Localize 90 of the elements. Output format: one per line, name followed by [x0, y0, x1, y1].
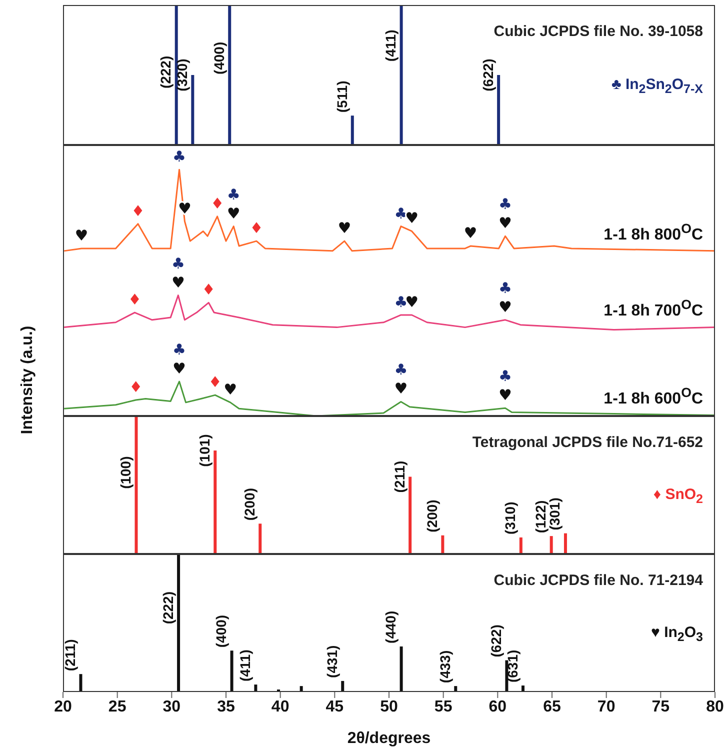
- series-label: 1-1 8h 800$^{O}$C: [604, 220, 703, 244]
- annotation: ♥: [224, 380, 238, 398]
- annotation: ♥: [74, 226, 88, 244]
- annotation: ♦: [208, 373, 222, 392]
- bar: [258, 524, 262, 554]
- annotation: ♦: [131, 202, 145, 220]
- annotation: (122): [532, 500, 549, 534]
- annotation: ♣: [226, 185, 240, 204]
- annotation: (411): [382, 30, 399, 62]
- annotation: ♥: [172, 360, 186, 378]
- x-tick-label: 40: [271, 698, 290, 716]
- annotation: ♥: [498, 386, 512, 404]
- annotation: ♣: [172, 148, 186, 166]
- bar: [230, 650, 234, 692]
- x-tick-label: 80: [706, 698, 724, 716]
- annotation: ♣: [498, 195, 512, 214]
- x-axis-title: 2θ/degrees: [346, 730, 432, 748]
- annotation: (631): [504, 650, 520, 683]
- bar: [441, 535, 444, 554]
- x-tick-label: 65: [543, 698, 561, 716]
- text: ♣ In$_{2}$Sn$_{2}$O$_{7-X}$: [611, 76, 703, 96]
- text: ♥ In$_{2}$O$_{3}$: [651, 624, 703, 644]
- x-tick-label: 50: [380, 698, 398, 716]
- annotation: ♥: [405, 209, 419, 228]
- bar: [564, 533, 567, 554]
- annotation: (101): [196, 434, 212, 467]
- annotation: ♥: [498, 298, 512, 316]
- annotation: ♣: [394, 292, 408, 311]
- x-tick-label: 75: [652, 698, 670, 716]
- bar: [505, 660, 508, 692]
- annotation: ♥: [394, 380, 408, 398]
- bar: [341, 680, 344, 692]
- annotation: (200): [241, 488, 258, 521]
- annotation: ♥: [171, 273, 185, 292]
- x-tick-label: 20: [54, 698, 72, 716]
- annotation: ♣: [172, 340, 186, 359]
- annotation: ♦: [129, 378, 143, 396]
- annotation: (431): [324, 645, 340, 678]
- series-label: 1-1 8h 700$^{O}$C: [604, 297, 703, 321]
- annotation: ♥: [226, 204, 240, 222]
- bar: [408, 476, 412, 554]
- annotation: ♣: [394, 204, 408, 222]
- annotation: ♣: [171, 254, 185, 272]
- x-tick-label: 45: [326, 698, 344, 716]
- annotation: ♦: [210, 194, 224, 212]
- annotation: (200): [424, 500, 440, 532]
- text: Tetragonal JCPDS file No.71-652: [472, 434, 703, 451]
- annotation: ♦: [128, 290, 142, 309]
- text: Cubic JCPDS file No. 39-1058: [494, 23, 703, 40]
- annotation: ♦: [250, 219, 264, 238]
- annotation: ♣: [498, 278, 512, 297]
- annotation: (222): [158, 56, 174, 89]
- bar: [177, 554, 180, 692]
- annotation: (400): [210, 42, 227, 75]
- annotation: ♥: [464, 224, 478, 242]
- annotation: (310): [502, 502, 518, 534]
- bar: [519, 537, 522, 554]
- annotation: (222): [160, 591, 176, 624]
- bar: [400, 646, 403, 692]
- annotation: ♥: [338, 219, 352, 238]
- x-tick-label: 55: [434, 698, 452, 716]
- annotation: (400): [213, 614, 230, 648]
- y-axis-title: Intensity (a.u.): [19, 326, 37, 434]
- x-tick-label: 70: [597, 698, 616, 716]
- annotation: ♣: [498, 367, 512, 386]
- annotation: (100): [118, 456, 134, 489]
- annotation: (211): [391, 460, 408, 493]
- bar: [214, 450, 217, 554]
- annotation: (211): [62, 639, 78, 672]
- text: Cubic JCPDS file No. 71-2194: [494, 572, 703, 589]
- x-tick-label: 25: [108, 698, 126, 716]
- annotation: (320): [174, 58, 190, 92]
- annotation: (622): [480, 58, 496, 92]
- bar: [550, 536, 553, 554]
- annotation: (622): [488, 624, 504, 658]
- series-label: 1-1 8h 600$^{O}$C: [604, 385, 703, 409]
- annotation: (433): [436, 650, 453, 684]
- x-tick-label: 35: [217, 698, 235, 716]
- annotation: (440): [382, 610, 399, 644]
- bar: [134, 416, 138, 554]
- x-tick-label: 30: [162, 698, 181, 716]
- annotation: ♣: [394, 360, 408, 379]
- annotation: (411): [237, 650, 254, 682]
- annotation: (511): [334, 80, 350, 113]
- bar: [79, 674, 82, 692]
- x-tick-label: 60: [488, 698, 507, 716]
- annotation: ♥: [498, 214, 512, 232]
- annotation: ♥: [405, 292, 419, 311]
- text: ♦ SnO$_{2}$: [653, 486, 703, 506]
- annotation: ♦: [202, 280, 216, 299]
